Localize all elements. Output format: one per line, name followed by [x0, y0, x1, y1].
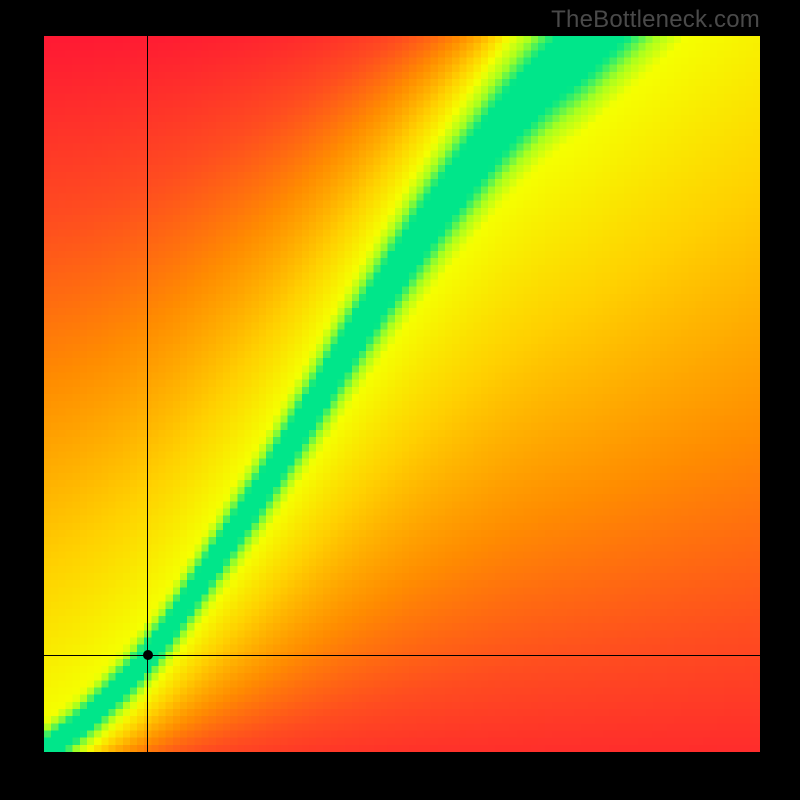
- heatmap-canvas: [44, 36, 760, 752]
- chart-container: TheBottleneck.com: [0, 0, 800, 800]
- watermark-text: TheBottleneck.com: [551, 6, 760, 34]
- crosshair-vertical: [147, 36, 148, 752]
